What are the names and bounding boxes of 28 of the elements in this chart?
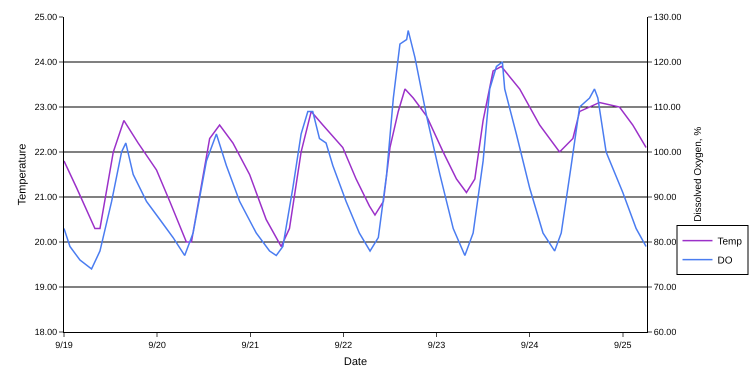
y2-tick-label: 90.00 (654, 192, 676, 202)
y2-tick-label: 80.00 (654, 237, 676, 248)
x-tick-label: 9/25 (614, 340, 632, 350)
y-tick-label: 21.00 (34, 192, 58, 202)
y-tick-label: 24.00 (34, 57, 58, 68)
y2-tick-label: 70.00 (654, 282, 676, 292)
y-tick-label: 19.00 (34, 282, 58, 292)
y-tick-label: 20.00 (34, 237, 58, 248)
y2-tick-label: 130.00 (654, 12, 682, 22)
y2-tick-label: 110.00 (654, 102, 681, 112)
x-tick-label: 9/19 (55, 340, 73, 350)
y2-tick-label: 60.00 (654, 327, 676, 338)
x-axis-title: Date (344, 356, 368, 368)
y-tick-label: 23.00 (34, 102, 58, 112)
y-tick-label: 18.00 (34, 327, 58, 338)
y2-tick-label: 100.00 (654, 147, 682, 158)
x-tick-label: 9/23 (428, 340, 446, 350)
legend-label: Temp (718, 236, 742, 248)
y-axis-title: Temperature (16, 144, 28, 206)
x-tick-label: 9/21 (242, 340, 260, 350)
y-tick-label: 22.00 (34, 147, 58, 158)
y2-axis-title: Dissolved Oxygen, % (692, 126, 704, 222)
x-tick-label: 9/22 (334, 340, 352, 350)
x-tick-label: 9/20 (148, 340, 166, 350)
x-tick-label: 9/24 (520, 340, 538, 350)
legend-label: DO (718, 256, 733, 266)
y2-tick-label: 120.00 (654, 57, 682, 68)
y-tick-label: 25.00 (34, 12, 58, 22)
